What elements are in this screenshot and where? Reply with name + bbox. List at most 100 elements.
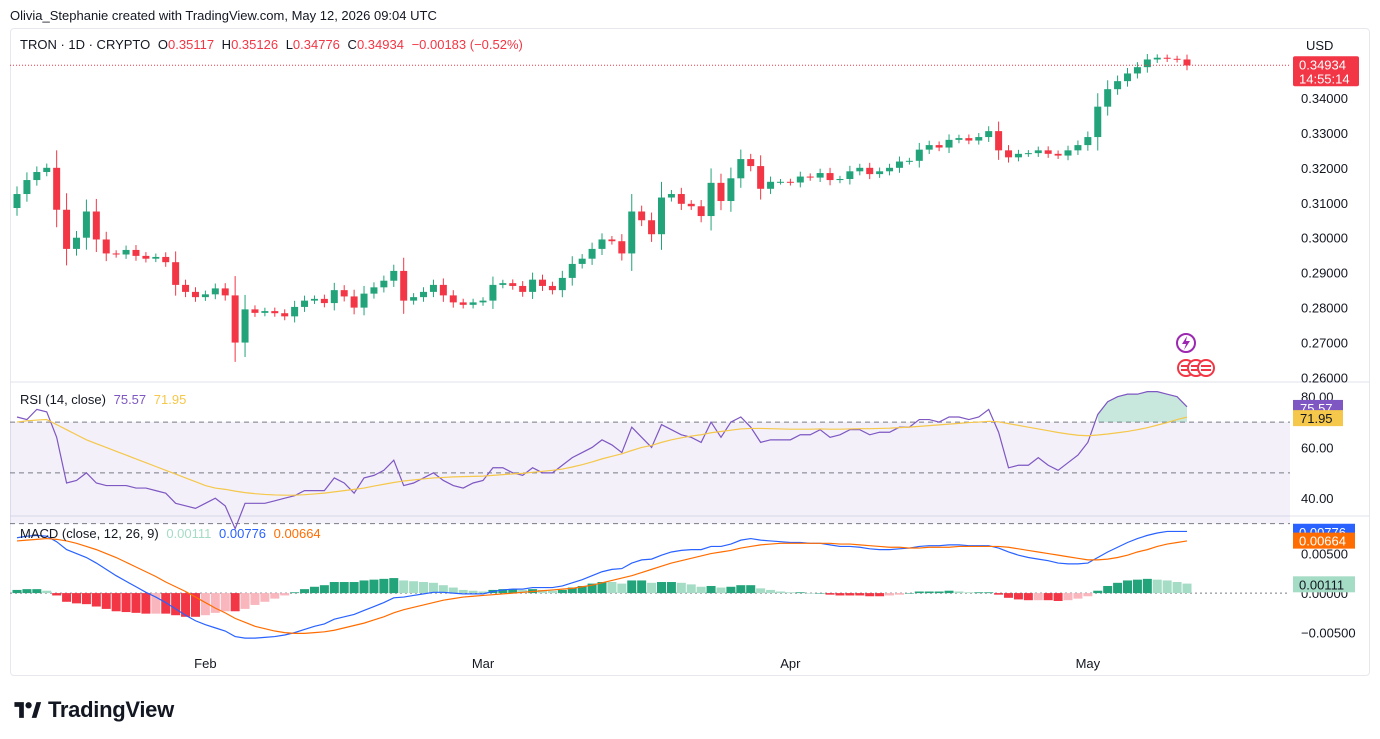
candle-body: [231, 295, 239, 343]
macd-histogram-bar: [1073, 593, 1083, 599]
open-label: O: [157, 37, 169, 52]
candle-body: [648, 220, 656, 235]
symbol-label[interactable]: TRON · 1D · CRYPTO: [20, 37, 151, 52]
macd-histogram-bar: [944, 590, 954, 594]
macd-histogram-bar: [329, 582, 339, 594]
rsi-legend: RSI (14, close) 75.57 71.95: [20, 392, 190, 407]
high-value: 0.35126: [231, 37, 279, 52]
candle-body: [1044, 150, 1052, 154]
rsi-axis-tick: 40.00: [1301, 491, 1334, 506]
macd-histogram-bar: [300, 589, 310, 594]
macd-histogram-bar: [1172, 582, 1182, 594]
candle-body: [499, 283, 507, 285]
macd-histogram-bar: [557, 589, 567, 594]
rsi-legend-value: 75.57: [113, 392, 147, 407]
candle-body: [707, 182, 715, 217]
candle-body: [618, 241, 626, 254]
candle-body: [102, 239, 110, 254]
candle-body: [390, 270, 398, 281]
macd-histogram-bar: [914, 591, 924, 594]
price-axis-tick: 0.28000: [1301, 301, 1348, 316]
macd-histogram-bar: [448, 587, 458, 594]
macd-histogram-bar: [597, 582, 607, 594]
rsi-ma-legend-value: 71.95: [153, 392, 187, 407]
candle-body: [925, 145, 933, 150]
chart-credit: Olivia_Stephanie created with TradingVie…: [10, 8, 437, 23]
macd-histogram-bar: [468, 590, 478, 594]
candle-body: [271, 311, 279, 314]
macd-histogram-bar: [835, 593, 845, 596]
macd-histogram-bar: [111, 593, 121, 612]
brand[interactable]: TradingView: [12, 697, 174, 723]
signal-line: [16, 537, 1188, 635]
rsi-axis-tick: 60.00: [1301, 440, 1334, 455]
candle-body: [479, 300, 487, 303]
macd-histogram-bar: [696, 586, 706, 594]
candle-body: [539, 279, 547, 286]
macd-axis-tick: 0.00500: [1301, 547, 1348, 562]
candle-body: [142, 255, 150, 259]
macd-histogram-bar: [1162, 580, 1172, 594]
macd-histogram-bar: [91, 593, 101, 607]
macd-histogram-bar: [131, 593, 141, 613]
signal-value-badge: [1293, 532, 1355, 549]
candle-body: [677, 194, 685, 204]
candle-body: [350, 296, 358, 308]
macd-histogram-bar: [666, 582, 676, 594]
macd-histogram-bar: [319, 585, 329, 594]
candle-body: [132, 249, 140, 256]
macd-histogram-bar: [458, 589, 468, 594]
rsi-ma-badge-text: 71.95: [1300, 411, 1333, 426]
candle-body: [82, 211, 90, 238]
macd-title[interactable]: MACD (close, 12, 26, 9): [20, 526, 159, 541]
candle-body: [1163, 57, 1171, 59]
candle-body: [1005, 150, 1013, 158]
candle-body: [767, 181, 775, 189]
macd-histogram-bar: [161, 593, 171, 614]
macd-histogram-bar: [71, 593, 81, 604]
candle-body: [519, 285, 527, 292]
candle-body: [529, 279, 537, 292]
candle-body: [449, 295, 457, 303]
time-axis-tick: Feb: [194, 656, 216, 671]
macd-histogram-bar: [200, 593, 210, 616]
candle-body: [757, 166, 765, 189]
macd-histogram-bar: [42, 590, 52, 594]
candle-body: [13, 194, 21, 209]
macd-histogram-bar: [399, 580, 409, 594]
candle-body: [628, 211, 636, 254]
macd-histogram-bar: [538, 589, 548, 594]
candle-body: [221, 288, 229, 296]
macd-histogram-bar: [964, 592, 974, 594]
macd-histogram-bar: [309, 586, 319, 594]
candle-body: [588, 248, 596, 259]
macd-histogram-bar: [924, 591, 934, 594]
rsi-title[interactable]: RSI (14, close): [20, 392, 106, 407]
candle-body: [43, 167, 51, 173]
macd-histogram-bar: [339, 582, 349, 594]
macd-histogram-bar: [369, 579, 379, 594]
price-axis-tick: 0.26000: [1301, 371, 1348, 386]
change-value: −0.00183 (−0.52%): [411, 37, 523, 52]
macd-histogram-bar: [775, 591, 785, 594]
candle-body: [1064, 150, 1072, 156]
candle-body: [380, 280, 388, 288]
currency-label[interactable]: USD: [1306, 38, 1334, 53]
rsi-line: [16, 391, 1188, 531]
candle-body: [935, 145, 943, 148]
candle-body: [955, 138, 963, 140]
macd-histogram-bar: [1142, 578, 1152, 594]
candle-body: [400, 270, 408, 301]
macd-histogram-bar: [151, 593, 161, 614]
macd-histogram-bar: [270, 593, 280, 599]
candle-body: [846, 171, 854, 180]
candle-body: [905, 160, 913, 162]
chart-canvas[interactable]: 0.34000 0.33000 0.32000 0.31000 0.30000 0.290…: [0, 0, 1380, 680]
candle-body: [806, 176, 814, 178]
time-axis-tick: Apr: [780, 656, 801, 671]
macd-histogram-bar: [260, 593, 270, 602]
signal-legend-value: 0.00664: [273, 526, 321, 541]
candle-body: [1124, 73, 1132, 82]
flag-stripe-icon: [1191, 365, 1201, 367]
macd-histogram-bar: [577, 585, 587, 594]
